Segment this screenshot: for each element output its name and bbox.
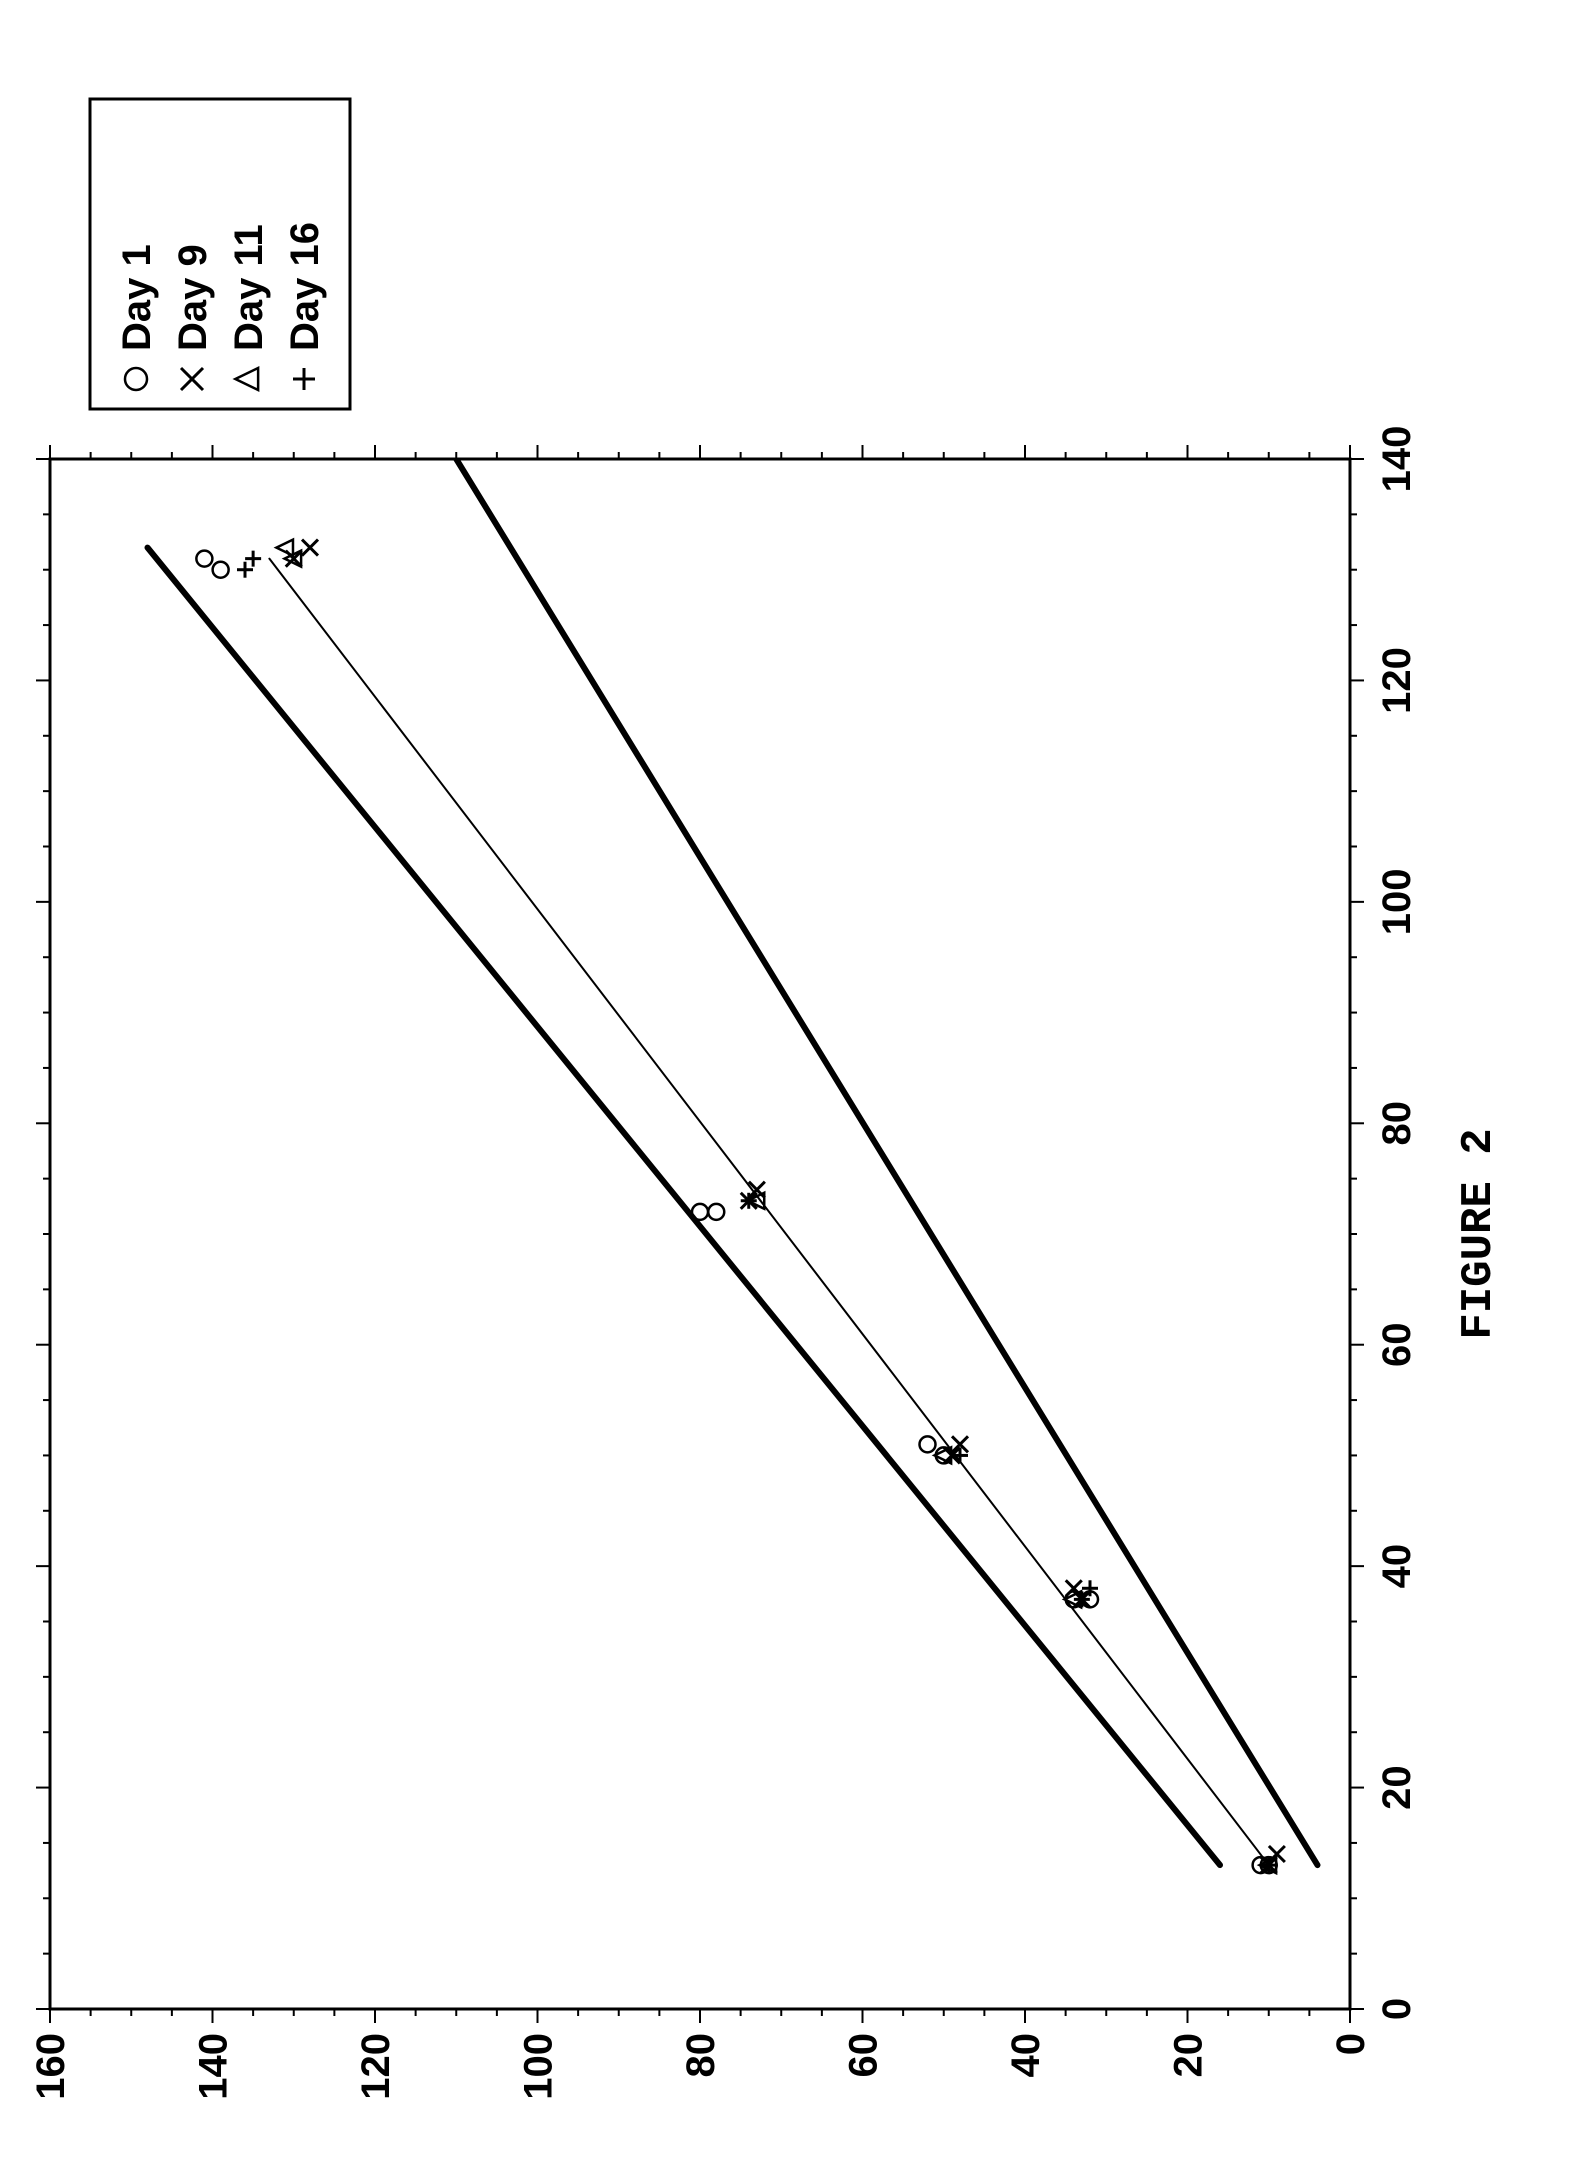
legend-label-day11: Day 11 [227,224,271,351]
plot-frame [50,459,1350,2009]
x-tick-label: 40 [1375,1544,1419,1589]
legend-label-day9: Day 9 [171,244,215,351]
y-tick-label: 120 [354,2033,398,2100]
x-tick-label: 20 [1375,1765,1419,1810]
y-tick-label: 160 [29,2033,73,2100]
legend-label-day16: Day 16 [283,222,327,351]
x-tick-label: 0 [1375,1998,1419,2020]
figure-caption: FIGURE 2 [1454,1128,1504,1339]
x-tick-label: 100 [1375,868,1419,935]
y-tick-label: 20 [1167,2033,1211,2078]
x-tick-label: 120 [1375,647,1419,714]
x-tick-label: 80 [1375,1101,1419,1146]
figure-chart: 0 20 40 60 80 100 120 140 0 20 40 60 80 100 120 140 160 D… [0,0,1581,2169]
legend: Day 1 Day 9 Day 11 Day 16 [90,99,350,409]
y-tick-label: 100 [517,2033,561,2100]
y-tick-label: 40 [1004,2033,1048,2078]
x-tick-label: 140 [1375,426,1419,493]
x-tick-label: 60 [1375,1322,1419,1367]
y-tick-label: 0 [1329,2033,1373,2055]
y-tick-label: 80 [679,2033,723,2078]
y-tick-label: 60 [842,2033,886,2078]
legend-label-day1: Day 1 [115,244,159,351]
y-tick-label: 140 [192,2033,236,2100]
